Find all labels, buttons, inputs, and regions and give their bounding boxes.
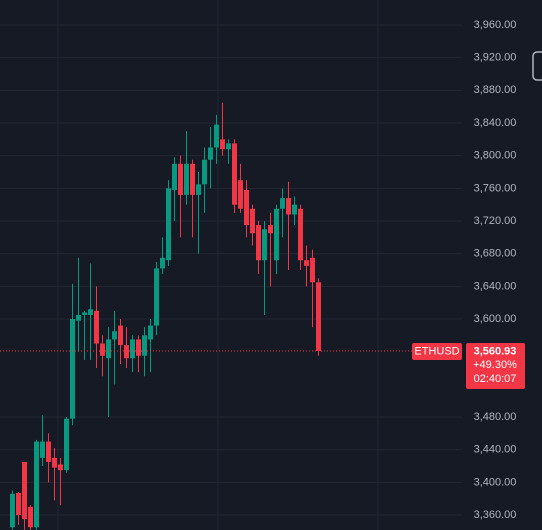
y-tick-label: 3,480.00 (474, 411, 517, 423)
candle-body (64, 418, 69, 471)
candle-body (208, 147, 213, 160)
candle-body (112, 331, 117, 340)
y-tick-label: 3,840.00 (474, 117, 517, 129)
candle-body (118, 325, 123, 346)
candle-body (196, 184, 201, 195)
candle-body (106, 339, 111, 359)
y-tick-label: 3,440.00 (474, 444, 517, 456)
price-badge: 3,560.93 (474, 345, 517, 357)
candle-body (250, 208, 255, 234)
candle-body (94, 310, 99, 344)
side-button[interactable] (532, 51, 542, 81)
candle-body (142, 335, 147, 356)
candle-body (46, 441, 51, 462)
candle-body (88, 309, 93, 315)
symbol-badge: ETHUSD (414, 345, 459, 357)
candle-body (52, 457, 57, 468)
candle-body (28, 506, 33, 528)
y-tick-label: 3,720.00 (474, 215, 517, 227)
candle-body (124, 345, 129, 359)
y-tick-label: 3,640.00 (474, 280, 517, 292)
candle-body (148, 325, 153, 340)
y-tick-label: 3,920.00 (474, 52, 517, 64)
candle-body (166, 188, 171, 261)
y-tick-label: 3,800.00 (474, 150, 517, 162)
candle-body (70, 319, 75, 419)
y-tick-label: 3,360.00 (474, 509, 517, 521)
price-badge-bg (466, 342, 525, 389)
change-badge: +49.30% (473, 359, 517, 371)
candle-body (286, 198, 291, 215)
candle-body (220, 139, 225, 150)
candle-body (238, 180, 243, 209)
y-tick-label: 3,400.00 (474, 476, 517, 488)
candle-body (76, 314, 81, 321)
candle-body (16, 493, 21, 516)
candle-body (100, 343, 105, 356)
candle-body (136, 339, 141, 356)
candle-body (280, 198, 285, 209)
candle-body (298, 208, 303, 261)
candle-body (154, 268, 159, 326)
candle-body (160, 257, 165, 269)
y-tick-label: 3,960.00 (474, 19, 517, 31)
candle-body (130, 339, 135, 359)
candle-body (190, 163, 195, 195)
candle-body (22, 461, 27, 520)
candle-body (10, 493, 15, 528)
candle-body (232, 143, 237, 205)
candle-body (304, 260, 309, 266)
candle-body (268, 225, 273, 234)
candle-body (316, 282, 321, 351)
candle-body (184, 163, 189, 195)
candle-body (226, 143, 231, 150)
candle-body (40, 441, 45, 458)
y-tick-label: 3,760.00 (474, 182, 517, 194)
candle-body (178, 163, 183, 195)
candle-body (256, 225, 261, 261)
candle-body (274, 208, 279, 261)
candle-body (172, 163, 177, 190)
candle-body (262, 229, 267, 261)
candle-body (34, 441, 39, 528)
candle-body (214, 124, 219, 148)
countdown-badge: 02:40:07 (474, 373, 517, 385)
y-tick-label: 3,680.00 (474, 248, 517, 260)
candle-body (292, 204, 297, 215)
candle-body (202, 159, 207, 185)
candle-body (310, 257, 315, 283)
y-tick-label: 3,600.00 (474, 313, 517, 325)
candle-body (244, 189, 249, 226)
candle-body (58, 464, 63, 471)
candle-body (82, 312, 87, 315)
symbol-badge-bg (412, 342, 462, 360)
y-tick-label: 3,880.00 (474, 84, 517, 96)
